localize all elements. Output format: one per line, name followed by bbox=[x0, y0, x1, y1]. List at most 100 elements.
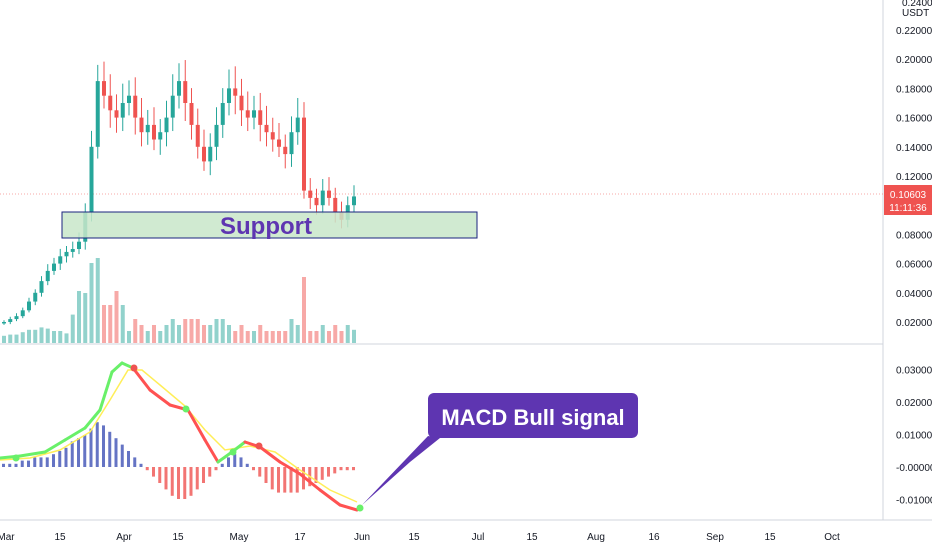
volume-bar bbox=[270, 331, 275, 343]
macd-line-segment bbox=[318, 488, 342, 507]
macd-histogram-bar bbox=[89, 428, 93, 467]
candle-body bbox=[189, 103, 194, 125]
macd-histogram-bar bbox=[245, 463, 249, 467]
volume-bar bbox=[345, 325, 350, 343]
macd-cross-marker bbox=[356, 504, 364, 512]
date-tick-label: 15 bbox=[54, 532, 66, 543]
macd-line-segment bbox=[258, 445, 282, 464]
price-tick-label: 0.14000 bbox=[896, 143, 932, 154]
candle-body bbox=[45, 270, 50, 282]
macd-histogram-bar bbox=[170, 467, 174, 496]
macd-cross-marker bbox=[12, 454, 20, 462]
volume-bar bbox=[295, 325, 300, 343]
candle-body bbox=[158, 132, 163, 140]
candle-body bbox=[239, 95, 244, 111]
macd-histogram-bar bbox=[227, 457, 230, 467]
macd-histogram-bar bbox=[133, 457, 137, 467]
date-tick-label: Mar bbox=[0, 532, 15, 543]
macd-histogram-bar bbox=[352, 467, 355, 471]
volume-bar bbox=[245, 331, 250, 343]
candle-body bbox=[52, 263, 56, 271]
macd-histogram-bar bbox=[345, 467, 349, 471]
candle-body bbox=[233, 88, 238, 96]
volume-bar bbox=[120, 305, 125, 343]
macd-cross-marker bbox=[182, 405, 190, 413]
candle-body bbox=[64, 251, 69, 257]
volume-bar bbox=[64, 333, 69, 343]
candle-body bbox=[152, 124, 156, 140]
macd-histogram-bar bbox=[264, 467, 268, 483]
macd-histogram-bar bbox=[102, 425, 105, 467]
macd-histogram-bar bbox=[289, 467, 293, 493]
volume-bar bbox=[133, 319, 138, 343]
macd-histogram-bar bbox=[258, 467, 262, 477]
macd-cross-marker bbox=[255, 442, 263, 450]
candle-body bbox=[295, 117, 300, 133]
candle-body bbox=[283, 146, 288, 155]
candle-body bbox=[320, 190, 325, 206]
candle-body bbox=[89, 146, 94, 213]
candle-body bbox=[177, 81, 181, 96]
price-tick-label: 0.08000 bbox=[896, 230, 932, 241]
macd-histogram-bar bbox=[52, 454, 55, 467]
macd-histogram-bar bbox=[189, 467, 193, 496]
candle-body bbox=[33, 292, 38, 302]
macd-histogram-bar bbox=[145, 467, 149, 471]
volume-bar bbox=[202, 325, 206, 343]
candle-body bbox=[120, 103, 125, 118]
macd-line-segment bbox=[131, 366, 152, 392]
candle-body bbox=[202, 146, 206, 162]
volume-bar bbox=[352, 329, 356, 343]
volume-bar bbox=[227, 325, 231, 343]
volume-bar bbox=[220, 319, 225, 343]
candle-body bbox=[220, 103, 225, 125]
candlestick-series bbox=[2, 60, 356, 325]
date-tick-label: Jul bbox=[472, 532, 485, 543]
price-tick-label: 0.22000 bbox=[896, 26, 932, 37]
price-tick-label: 0.06000 bbox=[896, 260, 932, 271]
volume-bar bbox=[239, 325, 244, 343]
date-tick-label: May bbox=[230, 532, 249, 543]
volume-bar bbox=[77, 291, 81, 343]
volume-bar bbox=[258, 325, 263, 343]
macd-histogram-bar bbox=[95, 422, 99, 467]
macd-line-segment bbox=[203, 438, 220, 464]
candle-body bbox=[70, 249, 75, 252]
candle-body bbox=[327, 190, 331, 198]
macd-tick-label: 0.03000 bbox=[896, 366, 932, 377]
volume-bar bbox=[164, 325, 169, 343]
macd-histogram-bar bbox=[183, 467, 187, 499]
macd-histogram-bar bbox=[64, 447, 68, 467]
macd-line-segment bbox=[83, 408, 102, 430]
date-tick-label: Oct bbox=[824, 532, 840, 543]
volume-bar bbox=[314, 331, 319, 343]
volume-bar bbox=[145, 331, 150, 343]
candle-body bbox=[227, 88, 231, 103]
macd-histogram-bar bbox=[283, 467, 287, 493]
price-tick-label: 0.02000 bbox=[896, 318, 932, 329]
date-tick-label: Aug bbox=[587, 532, 605, 543]
candle-body bbox=[195, 124, 200, 147]
volume-bar bbox=[8, 334, 13, 343]
volume-bar bbox=[214, 319, 219, 343]
volume-bar bbox=[89, 263, 94, 343]
price-axis[interactable]: 0.24000 USDT 0.22000 0.20000 0.18000 0.1600… bbox=[896, 0, 932, 329]
date-tick-label: 15 bbox=[172, 532, 184, 543]
macd-histogram-bar bbox=[120, 444, 124, 467]
macd-line-segment bbox=[110, 361, 124, 374]
volume-bar bbox=[277, 331, 281, 343]
date-axis[interactable]: Mar 15 Apr 15 May 17 Jun 15 Jul 15 Aug 16 Sep 15 Oct bbox=[0, 532, 840, 543]
candle-body bbox=[139, 117, 144, 133]
volume-bar bbox=[252, 331, 256, 343]
candle-body bbox=[264, 124, 269, 133]
volume-bar bbox=[20, 332, 25, 343]
volume-histogram bbox=[2, 258, 356, 343]
volume-bar bbox=[264, 331, 269, 343]
volume-bar bbox=[95, 258, 100, 343]
candle-body bbox=[302, 117, 306, 191]
candle-body bbox=[289, 132, 294, 155]
macd-axis[interactable]: 0.03000 0.02000 0.01000 -0.00000 -0.01000 bbox=[896, 366, 932, 507]
macd-histogram-bar bbox=[214, 467, 218, 471]
macd-tick-label: -0.00000 bbox=[896, 463, 932, 474]
